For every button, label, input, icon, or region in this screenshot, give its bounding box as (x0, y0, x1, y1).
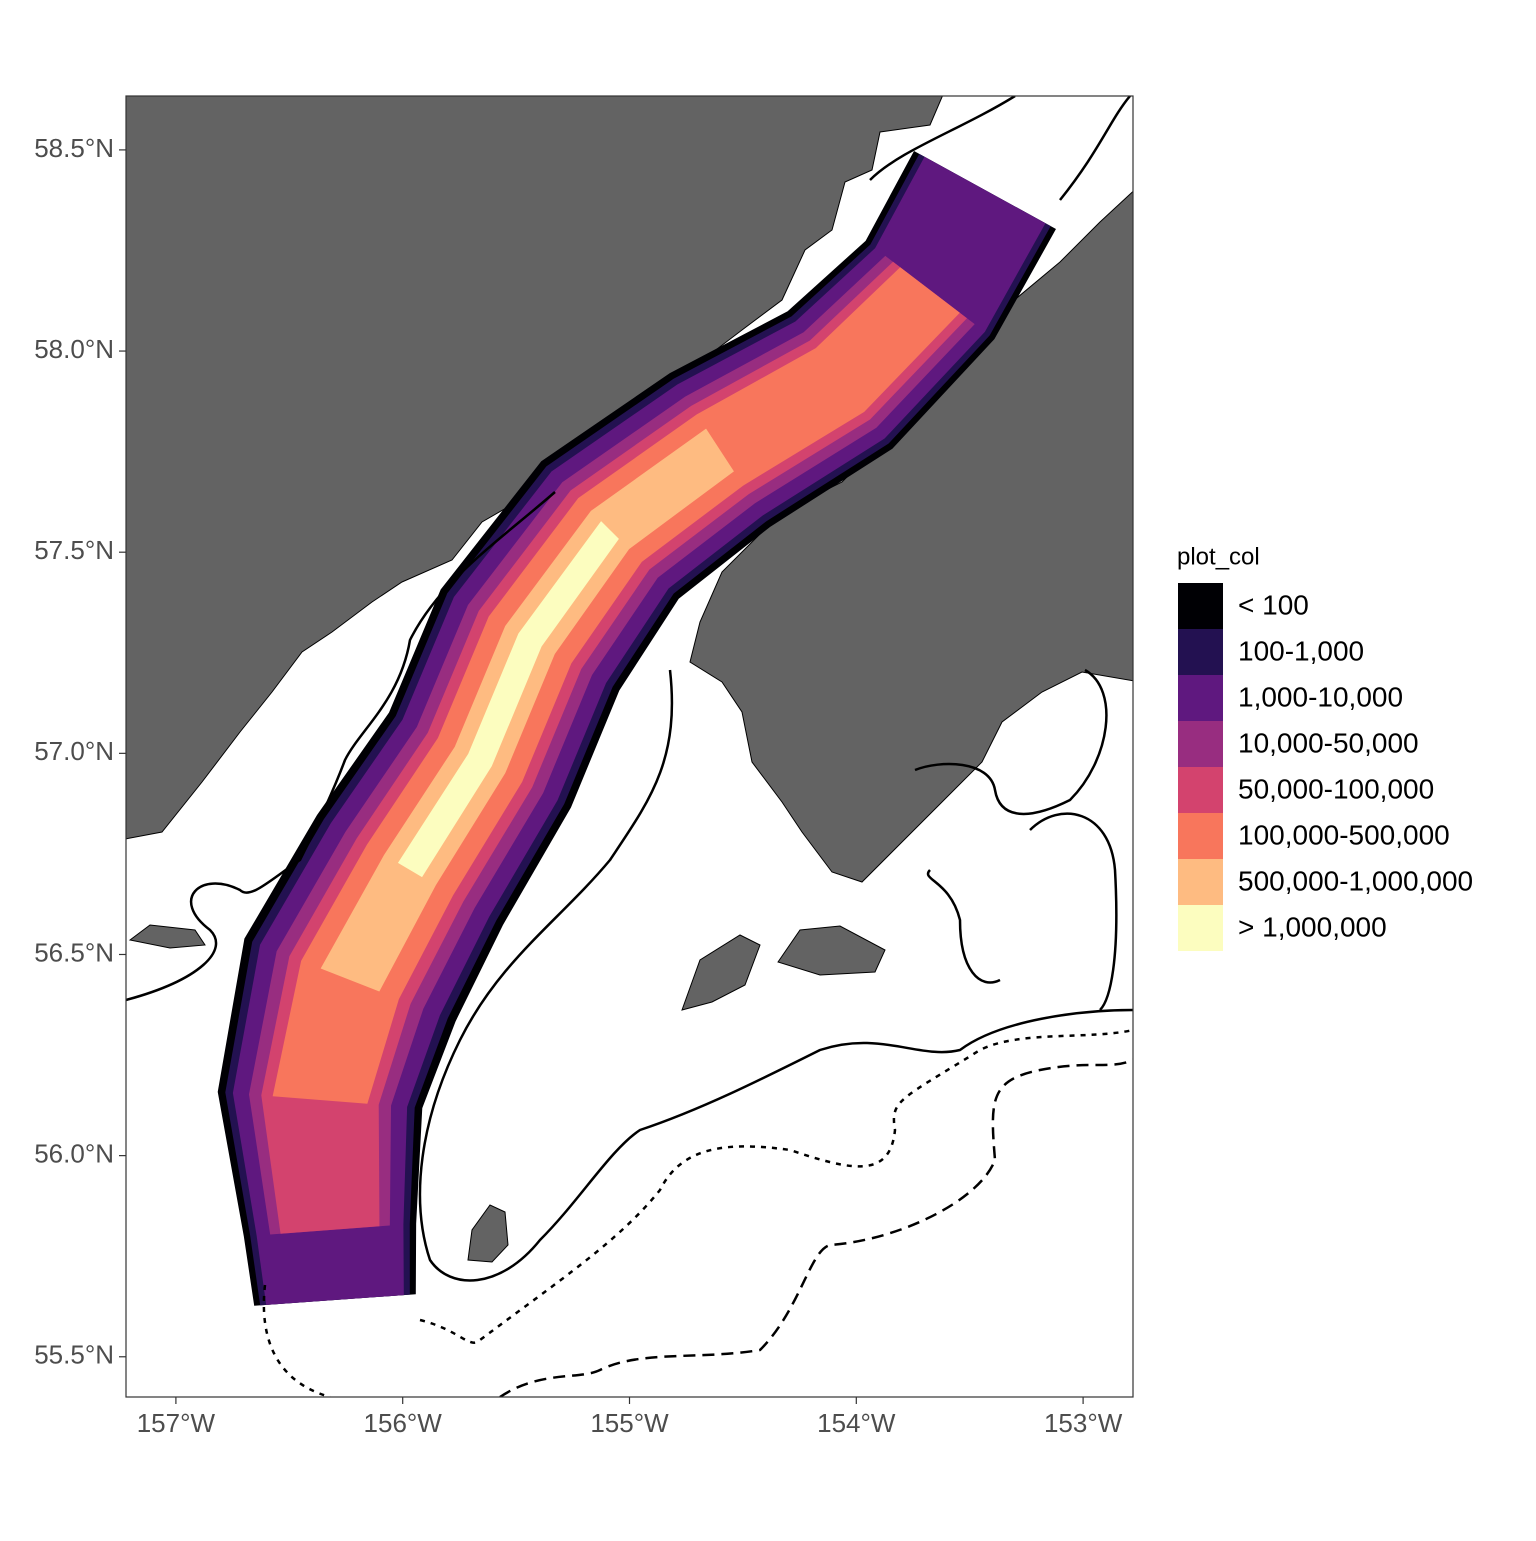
survey-layer (248, 255, 975, 1235)
island (128, 924, 206, 949)
legend-swatch (1178, 767, 1223, 813)
legend-label: 100,000-500,000 (1238, 819, 1450, 850)
legend-swatch (1178, 583, 1223, 629)
isobath (926, 812, 1118, 1011)
isobaths (126, 96, 1133, 1397)
legend-swatch (1178, 629, 1223, 675)
y-tick-label: 56.0°N (34, 1139, 114, 1169)
island (467, 1204, 509, 1263)
legend-swatch (1178, 675, 1223, 721)
x-tick-label: 157°W (137, 1408, 216, 1438)
y-tick-label: 56.5°N (34, 937, 114, 967)
y-tick-label: 57.0°N (34, 736, 114, 766)
legend-label: > 1,000,000 (1238, 911, 1387, 942)
legend-label: 10,000-50,000 (1238, 727, 1419, 758)
legend-label: 500,000-1,000,000 (1238, 865, 1473, 896)
legend-label: 1,000-10,000 (1238, 681, 1403, 712)
legend-swatch (1178, 905, 1223, 951)
axes: 157°W 156°W 155°W 154°W 153°W 55.5°N 56.0°N 56.… (34, 133, 1122, 1438)
legend-title: plot_col (1177, 543, 1260, 570)
y-tick-label: 55.5°N (34, 1340, 114, 1370)
legend-label: 50,000-100,000 (1238, 773, 1434, 804)
isobath (499, 1058, 1133, 1397)
legend: plot_col < 100 100-1,000 1,000-10,000 10,000… (1177, 543, 1473, 951)
legend-swatch (1178, 721, 1223, 767)
y-tick-label: 58.5°N (34, 133, 114, 163)
legend-swatch (1178, 813, 1223, 859)
x-tick-label: 155°W (590, 1408, 669, 1438)
isobath (126, 96, 1016, 1002)
y-tick-label: 57.5°N (34, 535, 114, 565)
isobath (418, 96, 1133, 1282)
legend-label: < 100 (1238, 589, 1309, 620)
x-tick-label: 154°W (817, 1408, 896, 1438)
isobath (914, 668, 1108, 816)
isobath (262, 1028, 1133, 1397)
y-tick-label: 58.0°N (34, 334, 114, 364)
survey-layer (397, 521, 619, 878)
map-panel (126, 96, 1133, 1397)
legend-swatch (1178, 859, 1223, 905)
survey-layer (272, 267, 960, 1104)
survey-area (217, 150, 1056, 1306)
x-tick-label: 153°W (1044, 1408, 1123, 1438)
island (777, 925, 886, 976)
x-tick-label: 156°W (364, 1408, 443, 1438)
island (681, 934, 761, 1011)
legend-label: 100-1,000 (1238, 635, 1364, 666)
land (126, 96, 1133, 1263)
